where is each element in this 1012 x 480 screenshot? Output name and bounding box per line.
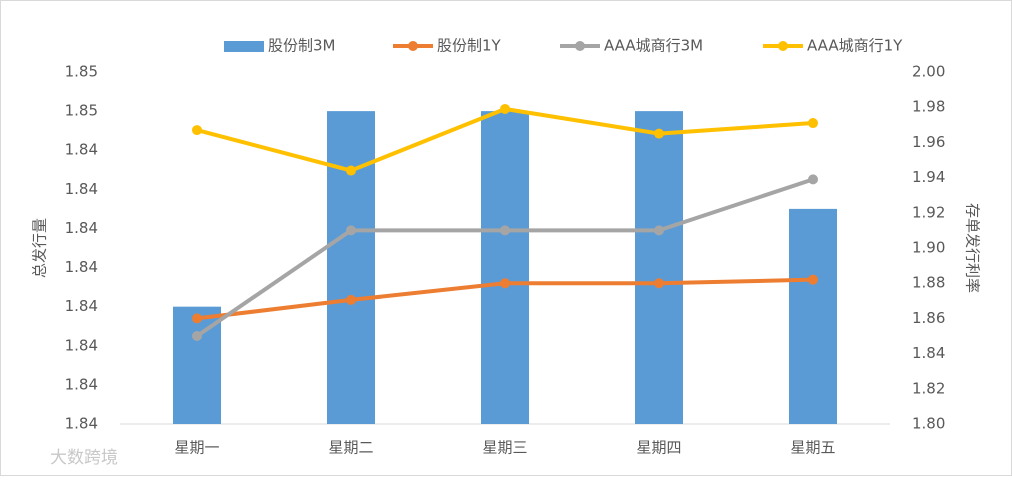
point (808, 274, 818, 285)
y2-tick-label: 2.00 (912, 63, 945, 81)
legend-swatch (224, 41, 264, 52)
point (808, 174, 818, 185)
y-tick-label: 1.84 (65, 219, 98, 237)
y-tick-label: 1.84 (65, 180, 98, 198)
y2-tick-label: 1.98 (912, 98, 945, 116)
point (192, 331, 202, 341)
legend-label: 股份制1Y (437, 37, 502, 55)
legend-swatch (575, 41, 585, 51)
legend-label: AAA城商行1Y (807, 37, 903, 55)
y2-tick-label: 1.82 (912, 379, 945, 397)
y-axis-title: 总发行量 (31, 218, 49, 278)
bar (327, 111, 375, 424)
y2-tick-label: 1.84 (912, 344, 945, 362)
point (500, 225, 510, 236)
point (500, 278, 510, 289)
legend-label: 股份制3M (268, 37, 336, 55)
y2-tick-label: 1.80 (912, 415, 945, 433)
y2-tick-label: 1.86 (912, 309, 945, 327)
bar (481, 111, 529, 424)
y2-tick-label: 1.90 (912, 239, 945, 257)
x-tick-label: 星期五 (790, 439, 835, 457)
y-tick-label: 1.84 (65, 141, 98, 159)
x-tick-label: 星期三 (482, 439, 527, 457)
point (500, 103, 510, 114)
y2-axis-title: 存单发行利率 (964, 203, 982, 293)
point (808, 118, 818, 129)
point (192, 125, 202, 136)
point (654, 128, 664, 139)
point (346, 225, 356, 236)
y2-tick-label: 1.96 (912, 133, 945, 151)
y-tick-label: 1.84 (65, 415, 98, 433)
legend-swatch (778, 41, 788, 51)
point (654, 278, 664, 289)
point (192, 313, 202, 324)
x-tick-label: 星期二 (328, 439, 373, 457)
legend-swatch (408, 41, 418, 51)
point (654, 225, 664, 236)
y-tick-label: 1.85 (65, 63, 98, 81)
watermark: 大数跨境 (50, 448, 118, 468)
x-tick-label: 星期四 (636, 439, 681, 457)
y-tick-label: 1.84 (65, 336, 98, 354)
y2-tick-label: 1.88 (912, 274, 945, 292)
y-tick-label: 1.84 (65, 297, 98, 315)
legend-label: AAA城商行3M (604, 37, 703, 55)
x-tick-label: 星期一 (174, 439, 219, 457)
point (346, 294, 356, 305)
bar (789, 208, 837, 424)
y-tick-label: 1.84 (65, 258, 98, 276)
y-tick-label: 1.85 (65, 102, 98, 120)
y2-tick-label: 1.92 (912, 203, 945, 221)
y-tick-label: 1.84 (65, 375, 98, 393)
bar (635, 111, 683, 424)
point (346, 165, 356, 176)
y2-tick-label: 1.94 (912, 168, 945, 186)
